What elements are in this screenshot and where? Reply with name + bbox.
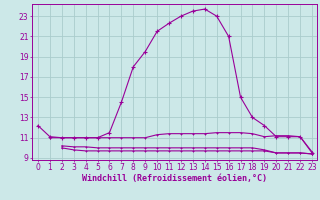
X-axis label: Windchill (Refroidissement éolien,°C): Windchill (Refroidissement éolien,°C): [82, 174, 267, 183]
